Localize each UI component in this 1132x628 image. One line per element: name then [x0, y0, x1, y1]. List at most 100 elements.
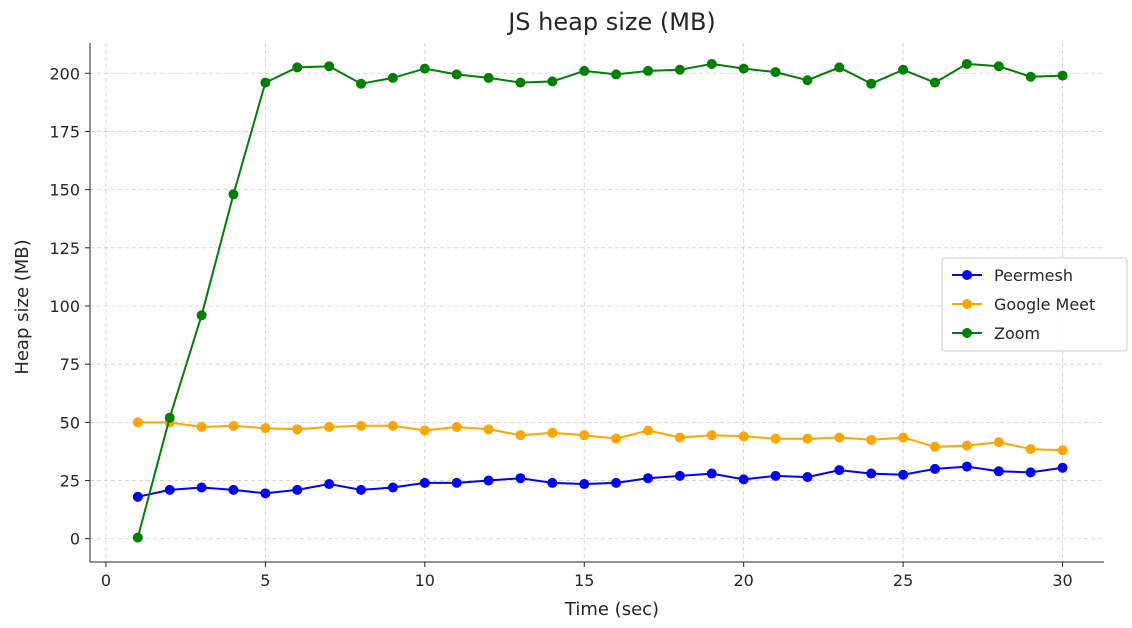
data-point-zoom	[387, 72, 398, 83]
data-point-google-meet	[961, 440, 972, 451]
data-point-peermesh	[643, 473, 654, 484]
data-point-peermesh	[579, 479, 590, 490]
y-tick-label: 0	[70, 530, 80, 549]
x-tick-label: 5	[260, 571, 270, 590]
data-point-peermesh	[993, 466, 1004, 477]
y-tick-label: 50	[60, 413, 80, 432]
data-point-peermesh	[930, 463, 940, 474]
data-point-google-meet	[387, 420, 398, 431]
data-point-peermesh	[228, 484, 239, 495]
y-tick-label: 200	[49, 64, 80, 83]
data-point-zoom	[1057, 70, 1068, 81]
data-point-peermesh	[1057, 462, 1068, 473]
data-point-zoom	[611, 69, 622, 80]
legend-swatch-marker-peermesh	[962, 270, 972, 280]
data-point-zoom	[515, 77, 526, 88]
data-point-peermesh	[898, 469, 909, 480]
y-tick-label: 150	[49, 181, 80, 200]
data-point-google-meet	[1057, 445, 1068, 456]
data-point-peermesh	[515, 473, 526, 484]
data-point-peermesh	[866, 468, 877, 479]
y-tick-label: 125	[49, 239, 80, 258]
data-point-peermesh	[451, 477, 462, 488]
x-axis-label: Time (sec)	[564, 599, 659, 620]
y-tick-label: 175	[49, 122, 80, 141]
data-point-google-meet	[770, 433, 781, 444]
data-point-peermesh	[834, 465, 845, 476]
data-point-google-meet	[547, 427, 558, 438]
series-lines	[132, 58, 1068, 543]
data-point-peermesh	[547, 477, 558, 488]
data-point-peermesh	[132, 491, 143, 502]
series-line-google-meet	[137, 421, 1063, 452]
data-point-zoom	[260, 77, 271, 88]
data-point-peermesh	[324, 479, 335, 490]
data-point-google-meet	[356, 420, 367, 431]
legend-label-peermesh: Peermesh	[994, 266, 1073, 285]
data-point-zoom	[770, 67, 781, 78]
data-point-peermesh	[483, 475, 494, 486]
data-point-zoom	[451, 69, 462, 80]
series-line-zoom	[136, 62, 1063, 538]
data-point-zoom	[993, 61, 1004, 72]
y-axis-label: Heap size (MB)	[12, 239, 33, 374]
data-point-zoom	[483, 72, 494, 83]
legend-label-google-meet: Google Meet	[994, 295, 1095, 314]
data-point-zoom	[738, 63, 749, 74]
data-point-google-meet	[515, 430, 526, 441]
data-point-google-meet	[292, 424, 303, 435]
data-point-google-meet	[898, 432, 909, 443]
data-point-peermesh	[292, 484, 303, 495]
data-point-zoom	[674, 64, 685, 75]
data-point-zoom	[196, 310, 207, 321]
data-point-google-meet	[451, 422, 462, 433]
x-tick-label: 20	[733, 571, 753, 590]
data-point-google-meet	[643, 425, 654, 436]
data-point-peermesh	[802, 472, 813, 483]
legend-label-zoom: Zoom	[994, 324, 1040, 343]
data-point-peermesh	[387, 482, 398, 493]
data-point-peermesh	[738, 474, 749, 485]
legend-swatch-marker-google-meet	[962, 299, 972, 309]
data-point-zoom	[866, 78, 877, 89]
series-peermesh	[132, 461, 1068, 502]
data-point-zoom	[898, 64, 909, 75]
data-point-google-meet	[579, 430, 590, 441]
x-tick-label: 10	[415, 571, 435, 590]
y-tick-label: 100	[49, 297, 80, 316]
data-point-google-meet	[866, 434, 877, 445]
series-line-peermesh	[137, 465, 1063, 498]
data-point-google-meet	[930, 441, 940, 452]
data-point-zoom	[132, 532, 143, 543]
y-tick-label: 25	[60, 472, 80, 491]
legend: Peermesh Google Meet Zoom	[941, 257, 1128, 352]
data-point-zoom	[834, 62, 845, 73]
data-point-zoom	[706, 58, 717, 69]
x-tick-label: 30	[1052, 571, 1072, 590]
data-point-zoom	[961, 58, 972, 69]
data-point-zoom	[419, 63, 430, 74]
data-point-google-meet	[132, 417, 143, 428]
data-point-peermesh	[961, 461, 972, 472]
legend-swatch-marker-zoom	[962, 328, 972, 338]
data-point-google-meet	[802, 433, 813, 444]
data-point-google-meet	[1025, 444, 1036, 455]
data-point-zoom	[547, 76, 558, 87]
x-tick-label: 0	[101, 571, 111, 590]
data-point-zoom	[930, 77, 940, 88]
series-zoom	[132, 58, 1068, 543]
data-point-google-meet	[228, 420, 239, 431]
axes: 0 5 10 15 20 25 30 0 25 50 75 100 125 150 175 200	[49, 43, 1104, 590]
data-point-peermesh	[419, 477, 430, 488]
data-point-peermesh	[611, 477, 622, 488]
data-point-google-meet	[419, 425, 430, 436]
data-point-zoom	[1025, 71, 1036, 82]
data-point-google-meet	[834, 432, 845, 443]
data-point-peermesh	[356, 484, 367, 495]
data-point-google-meet	[260, 423, 271, 434]
legend-box	[941, 257, 1128, 352]
data-point-zoom	[292, 62, 303, 73]
data-point-peermesh	[706, 468, 717, 479]
